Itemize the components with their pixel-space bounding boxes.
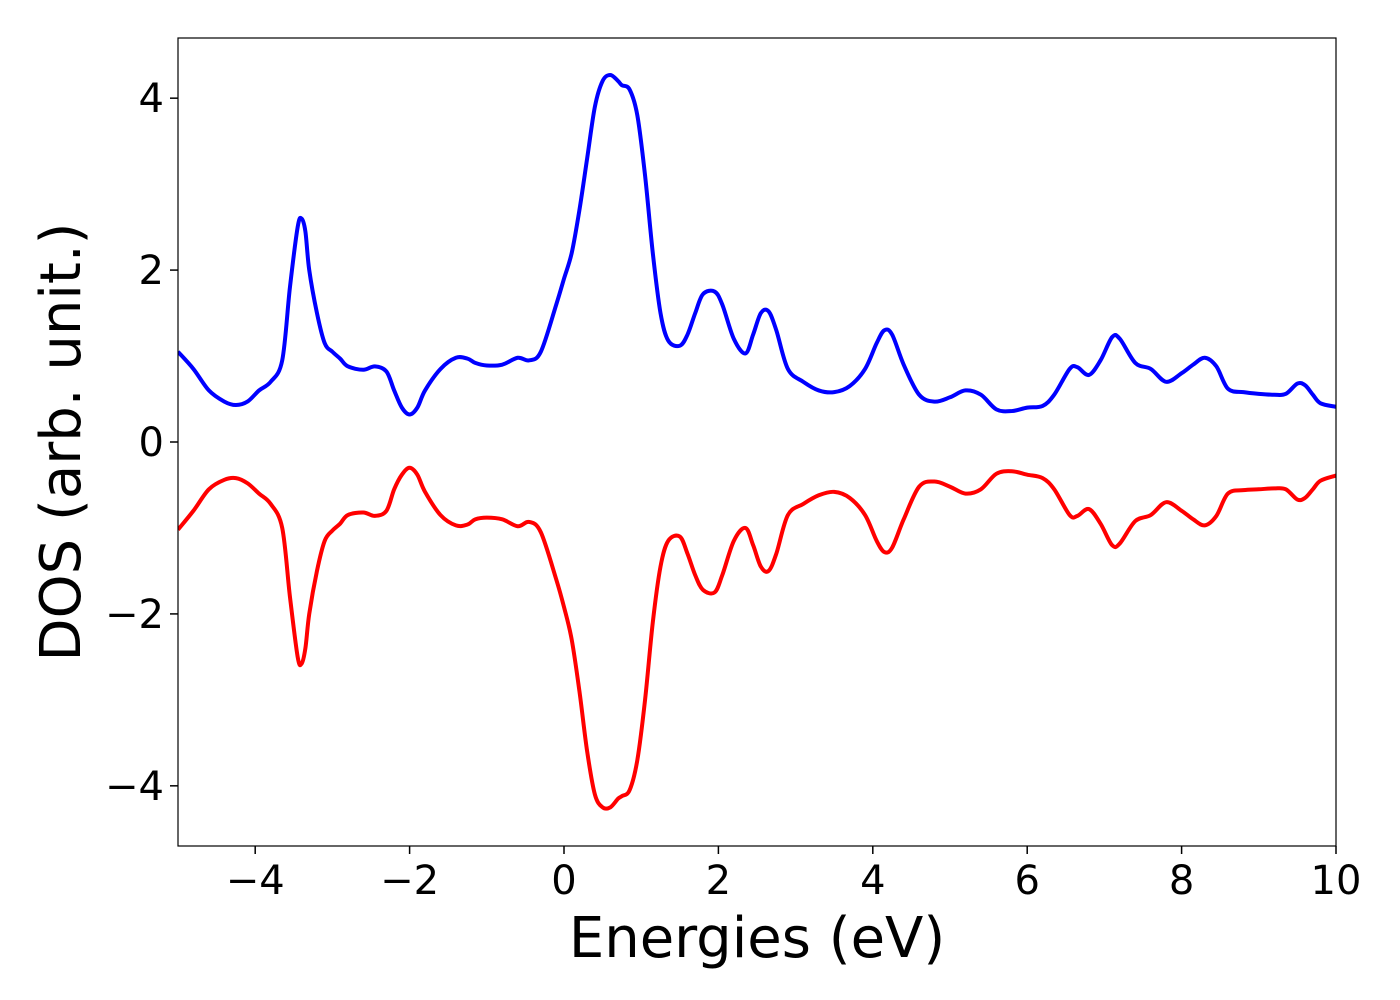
- x-tick-label: −4: [226, 858, 285, 904]
- y-tick-label: −2: [105, 592, 164, 638]
- y-axis-ticks: −4 −2 0 2 4: [105, 76, 178, 810]
- y-tick-label: 0: [139, 420, 164, 466]
- x-axis-ticks: −4 −2 0 2 4 6 8 10: [226, 846, 1362, 904]
- series-layer: [178, 72, 1336, 811]
- y-tick-label: 4: [139, 76, 164, 122]
- x-axis-label: Energies (eV): [569, 906, 945, 971]
- x-tick-label: 2: [706, 858, 731, 904]
- x-tick-label: 4: [860, 858, 885, 904]
- x-tick-label: 0: [551, 858, 576, 904]
- x-tick-label: 10: [1311, 858, 1362, 904]
- y-axis-label: DOS (arb. unit.): [29, 222, 94, 661]
- x-tick-label: 6: [1014, 858, 1039, 904]
- plot-frame: [177, 37, 1337, 847]
- x-tick-label: 8: [1169, 858, 1194, 904]
- x-tick-label: −2: [380, 858, 439, 904]
- series-line-up: [178, 72, 1336, 417]
- y-tick-label: −4: [105, 764, 164, 810]
- series-line-down: [178, 465, 1336, 811]
- y-tick-label: 2: [139, 248, 164, 294]
